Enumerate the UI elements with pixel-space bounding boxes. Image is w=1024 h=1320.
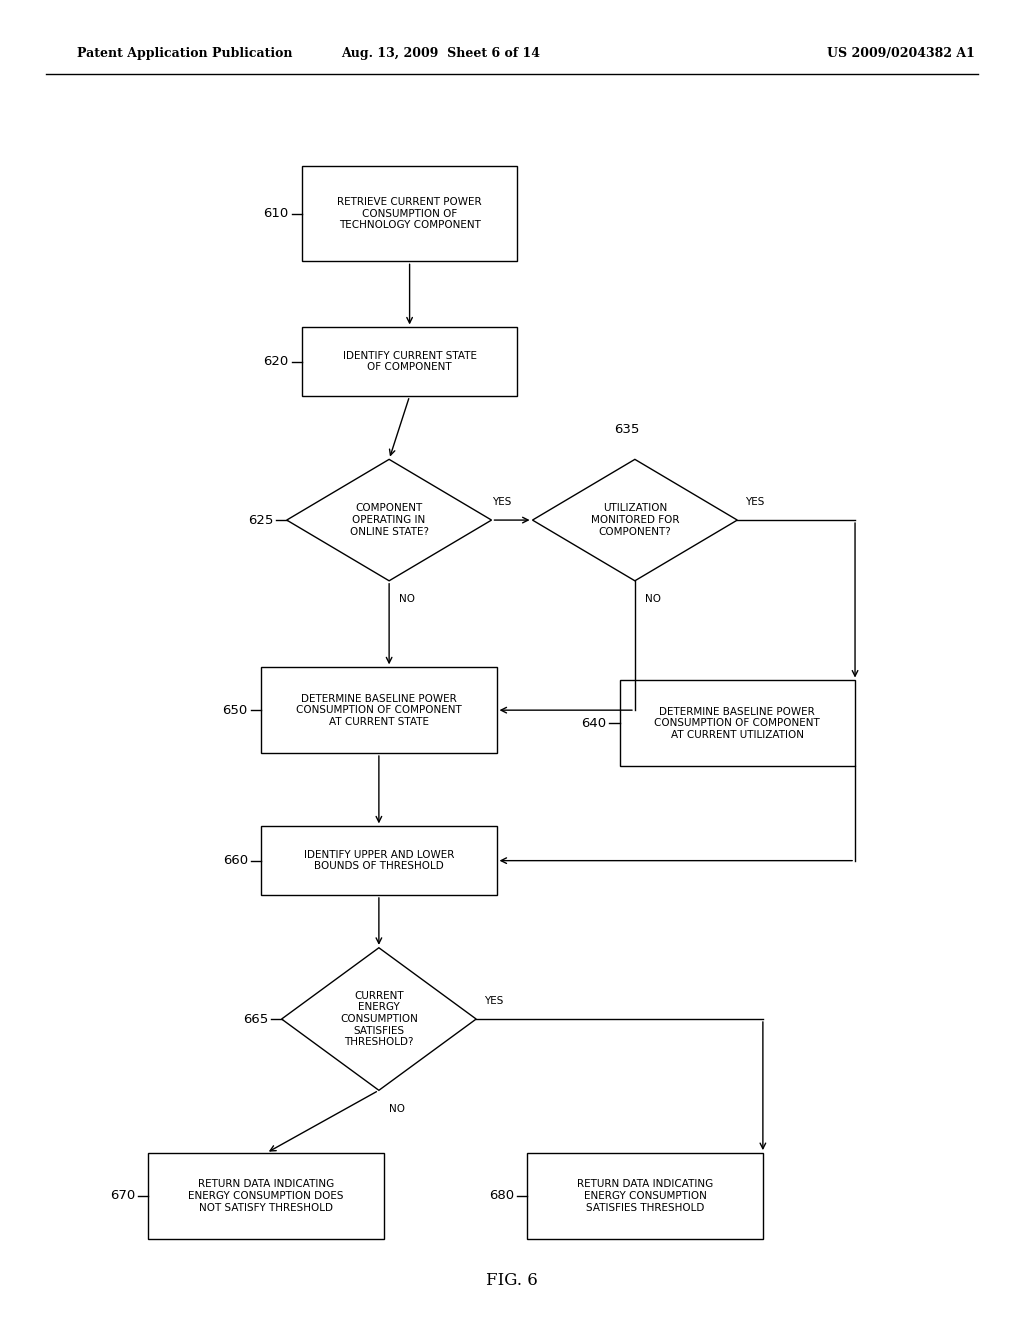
FancyBboxPatch shape: [620, 681, 855, 766]
Text: CURRENT
ENERGY
CONSUMPTION
SATISFIES
THRESHOLD?: CURRENT ENERGY CONSUMPTION SATISFIES THR…: [340, 991, 418, 1047]
Text: RETURN DATA INDICATING
ENERGY CONSUMPTION
SATISFIES THRESHOLD: RETURN DATA INDICATING ENERGY CONSUMPTIO…: [577, 1179, 714, 1213]
Text: 665: 665: [243, 1012, 268, 1026]
Text: 610: 610: [263, 207, 289, 220]
Text: Aug. 13, 2009  Sheet 6 of 14: Aug. 13, 2009 Sheet 6 of 14: [341, 48, 540, 59]
Text: NO: NO: [645, 594, 662, 605]
Text: IDENTIFY UPPER AND LOWER
BOUNDS OF THRESHOLD: IDENTIFY UPPER AND LOWER BOUNDS OF THRES…: [304, 850, 454, 871]
Text: 680: 680: [488, 1189, 514, 1203]
Polygon shape: [532, 459, 737, 581]
FancyBboxPatch shape: [302, 327, 517, 396]
Text: YES: YES: [484, 995, 504, 1006]
Text: DETERMINE BASELINE POWER
CONSUMPTION OF COMPONENT
AT CURRENT STATE: DETERMINE BASELINE POWER CONSUMPTION OF …: [296, 693, 462, 727]
Polygon shape: [282, 948, 476, 1090]
FancyBboxPatch shape: [527, 1154, 763, 1238]
Text: RETRIEVE CURRENT POWER
CONSUMPTION OF
TECHNOLOGY COMPONENT: RETRIEVE CURRENT POWER CONSUMPTION OF TE…: [337, 197, 482, 231]
Text: COMPONENT
OPERATING IN
ONLINE STATE?: COMPONENT OPERATING IN ONLINE STATE?: [349, 503, 429, 537]
Text: UTILIZATION
MONITORED FOR
COMPONENT?: UTILIZATION MONITORED FOR COMPONENT?: [591, 503, 679, 537]
Text: 670: 670: [110, 1189, 135, 1203]
FancyBboxPatch shape: [302, 166, 517, 261]
Text: 640: 640: [581, 717, 606, 730]
Text: DETERMINE BASELINE POWER
CONSUMPTION OF COMPONENT
AT CURRENT UTILIZATION: DETERMINE BASELINE POWER CONSUMPTION OF …: [654, 706, 820, 741]
FancyBboxPatch shape: [261, 826, 497, 895]
FancyBboxPatch shape: [148, 1154, 384, 1238]
Text: IDENTIFY CURRENT STATE
OF COMPONENT: IDENTIFY CURRENT STATE OF COMPONENT: [343, 351, 476, 372]
Text: 620: 620: [263, 355, 289, 368]
Polygon shape: [287, 459, 492, 581]
Text: FIG. 6: FIG. 6: [486, 1272, 538, 1288]
Text: 650: 650: [222, 704, 248, 717]
Text: Patent Application Publication: Patent Application Publication: [77, 48, 292, 59]
Text: YES: YES: [493, 496, 511, 507]
Text: 660: 660: [222, 854, 248, 867]
Text: 635: 635: [614, 422, 640, 436]
FancyBboxPatch shape: [261, 668, 497, 752]
Text: NO: NO: [389, 1104, 406, 1114]
Text: NO: NO: [399, 594, 416, 605]
Text: YES: YES: [745, 496, 765, 507]
Text: 625: 625: [248, 513, 273, 527]
Text: US 2009/0204382 A1: US 2009/0204382 A1: [827, 48, 975, 59]
Text: RETURN DATA INDICATING
ENERGY CONSUMPTION DOES
NOT SATISFY THRESHOLD: RETURN DATA INDICATING ENERGY CONSUMPTIO…: [188, 1179, 344, 1213]
